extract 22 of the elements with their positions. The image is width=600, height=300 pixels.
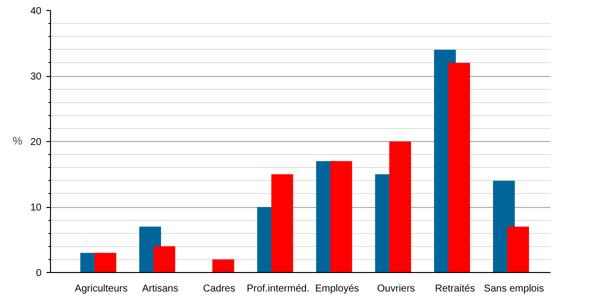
bar xyxy=(507,226,529,272)
y-tick-label: 10 xyxy=(30,202,42,214)
bar xyxy=(448,62,470,272)
bar xyxy=(212,259,234,272)
y-tick-label: 0 xyxy=(36,268,42,279)
y-tick-label: 30 xyxy=(30,72,42,82)
y-tick-label: 40 xyxy=(30,6,42,17)
x-tick-label: Prof.interméd. xyxy=(246,284,310,294)
x-tick-label: Sans emplois xyxy=(484,284,544,294)
bar xyxy=(94,252,116,272)
bar xyxy=(153,246,176,272)
x-tick-label: Artisans xyxy=(142,284,178,294)
x-tick-label: Ouvriers xyxy=(377,284,415,294)
y-axis-title: % xyxy=(12,136,23,148)
x-tick-label: Employés xyxy=(315,284,360,294)
y-tick-label: 20 xyxy=(30,137,42,148)
x-tick-label: Agriculteurs xyxy=(74,284,128,294)
bar xyxy=(330,161,352,272)
bar xyxy=(271,174,294,272)
x-tick-label: Retraités xyxy=(434,284,475,294)
x-tick-label: Cadres xyxy=(203,284,236,294)
bar xyxy=(389,142,412,272)
